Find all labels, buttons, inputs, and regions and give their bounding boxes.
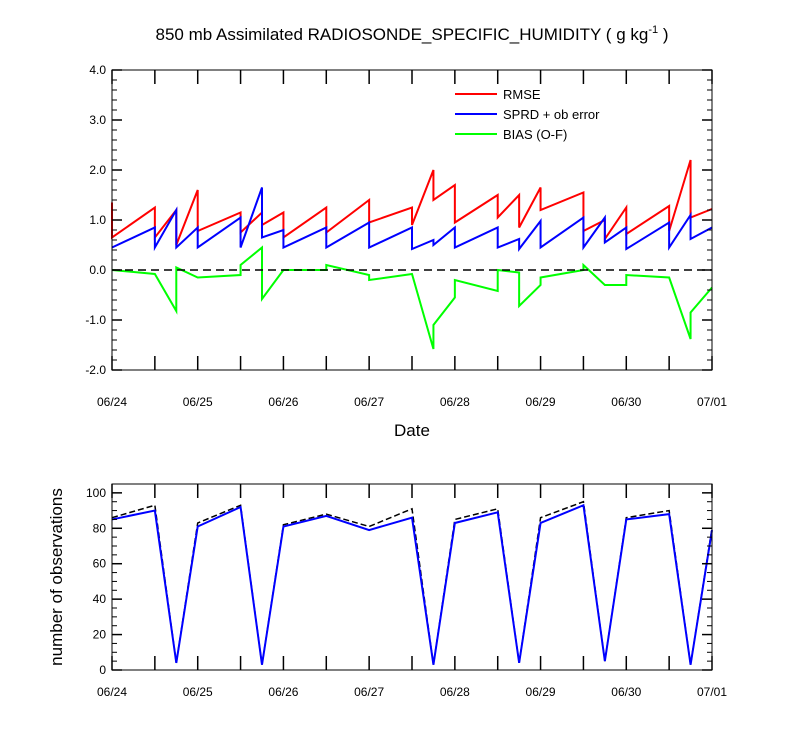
bottom-x-tick-label: 06/26 <box>268 685 298 699</box>
top-x-tick-label: 06/29 <box>526 395 556 409</box>
chart-title-end: ) <box>658 25 668 44</box>
bottom-y-tick-label: 0 <box>99 663 106 677</box>
legend: RMSE SPRD + ob error BIAS (O-F) <box>455 87 600 142</box>
bottom-y-tick-label: 80 <box>93 521 107 535</box>
bottom-panel-tick-labels: 06/24 06/25 06/26 06/27 06/28 06/29 06/30 07/01… <box>86 486 727 699</box>
chart-title-superscript: -1 <box>648 24 658 36</box>
top-x-tick-label: 07/01 <box>697 395 727 409</box>
bottom-x-tick-label: 06/30 <box>611 685 641 699</box>
bottom-panel: 06/24 06/25 06/26 06/27 06/28 06/29 06/30 07/01… <box>47 483 727 699</box>
legend-label: BIAS (O-F) <box>503 127 567 142</box>
bottom-panel-ticks <box>111 484 713 671</box>
top-y-tick-label: 0.0 <box>89 263 106 277</box>
top-panel-tick-labels: 06/24 06/25 06/26 06/27 06/28 06/29 06/30 07/01… <box>85 63 727 409</box>
bottom-series-0 <box>111 500 713 665</box>
chart-title-main: 850 mb Assimilated RADIOSONDE_SPECIFIC_H… <box>156 25 649 44</box>
bottom-x-tick-label: 06/24 <box>97 685 127 699</box>
top-series-1 <box>111 187 713 252</box>
bottom-series-1 <box>111 503 713 665</box>
top-x-tick-label: 06/26 <box>268 395 298 409</box>
top-x-tick-label: 06/30 <box>611 395 641 409</box>
top-series-0 <box>111 159 713 246</box>
top-panel-series <box>111 159 713 350</box>
top-y-tick-label: 2.0 <box>89 163 106 177</box>
top-series-2 <box>111 245 713 350</box>
bottom-x-tick-label: 06/25 <box>183 685 213 699</box>
bottom-panel-series <box>111 500 713 665</box>
top-x-tick-label: 06/25 <box>183 395 213 409</box>
bottom-x-tick-label: 06/29 <box>526 685 556 699</box>
bottom-x-tick-label: 06/27 <box>354 685 384 699</box>
top-y-tick-label: -1.0 <box>85 313 106 327</box>
top-x-tick-label: 06/24 <box>97 395 127 409</box>
top-x-tick-label: 06/28 <box>440 395 470 409</box>
bottom-x-tick-label: 07/01 <box>697 685 727 699</box>
legend-label: SPRD + ob error <box>503 107 600 122</box>
top-y-tick-label: 1.0 <box>89 213 106 227</box>
top-y-tick-label: 3.0 <box>89 113 106 127</box>
top-panel-ticks <box>111 69 713 371</box>
bottom-y-tick-label: 60 <box>93 557 107 571</box>
top-y-tick-label: -2.0 <box>85 363 106 377</box>
x-axis-label: Date <box>394 421 430 440</box>
top-x-tick-label: 06/27 <box>354 395 384 409</box>
chart-title: 850 mb Assimilated RADIOSONDE_SPECIFIC_H… <box>156 24 669 44</box>
bottom-x-tick-label: 06/28 <box>440 685 470 699</box>
y-axis-label: number of observations <box>47 488 66 666</box>
top-y-tick-label: 4.0 <box>89 63 106 77</box>
bottom-y-tick-label: 100 <box>86 486 106 500</box>
top-panel: 06/24 06/25 06/26 06/27 06/28 06/29 06/30 07/01… <box>85 63 727 440</box>
bottom-y-tick-label: 40 <box>93 592 107 606</box>
legend-label: RMSE <box>503 87 541 102</box>
bottom-y-tick-label: 20 <box>93 628 107 642</box>
